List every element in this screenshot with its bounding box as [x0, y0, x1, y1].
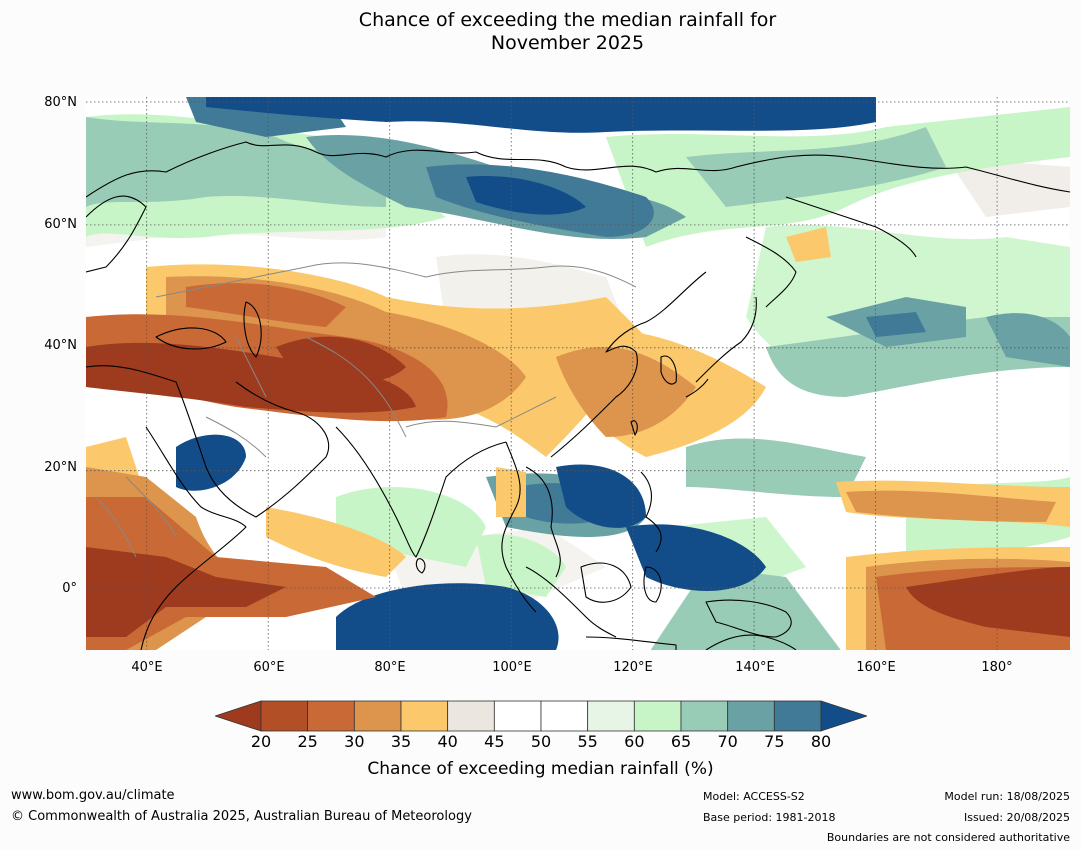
- colorbar-segment: [307, 700, 355, 732]
- colorbar-tick-label: 80: [810, 732, 832, 751]
- colorbar-segment: [540, 700, 589, 732]
- lon-label-60e: 60°E: [253, 660, 285, 675]
- map-gridlines: [86, 97, 1070, 650]
- model-run-text: Model run: 18/08/2025: [944, 790, 1070, 803]
- colorbar-segment: [400, 700, 449, 732]
- website-text: www.bom.gov.au/climate: [11, 788, 175, 803]
- issued-text: Issued: 20/08/2025: [963, 811, 1070, 824]
- lon-label-80e: 80°E: [374, 660, 406, 675]
- chart-title: Chance of exceeding the median rainfall …: [0, 9, 1081, 55]
- colorbar-segment: [680, 700, 729, 732]
- disclaimer-text: Boundaries are not considered authoritat…: [826, 831, 1070, 844]
- colorbar-tick-label: 40: [437, 732, 458, 751]
- lat-label-20n: 20°N: [44, 460, 77, 475]
- rainfall-map: [86, 97, 1070, 650]
- lat-label-60n: 60°N: [44, 217, 77, 232]
- colorbar-tick-label: 70: [717, 732, 738, 751]
- title-line-1: Chance of exceeding the median rainfall …: [358, 9, 777, 31]
- colorbar-tick-label: 30: [344, 732, 365, 751]
- colorbar-tick-label: 55: [577, 732, 598, 751]
- colorbar-tick-label: 45: [484, 732, 505, 751]
- colorbar-tick-label: 25: [297, 732, 318, 751]
- colorbar-arrow-high: [820, 700, 869, 732]
- lon-label-100e: 100°E: [492, 660, 532, 675]
- colorbar-tick-label: 75: [764, 732, 785, 751]
- colorbar-arrow-low: [213, 700, 262, 732]
- lat-label-40n: 40°N: [44, 338, 77, 353]
- colorbar-label: Chance of exceeding median rainfall (%): [367, 759, 714, 779]
- model-text: Model: ACCESS-S2: [703, 790, 805, 803]
- lon-label-140e: 140°E: [735, 660, 775, 675]
- colorbar: [213, 700, 869, 732]
- colorbar-segment: [447, 700, 495, 732]
- colorbar-tick-label: 65: [670, 732, 692, 751]
- copyright-text: © Commonwealth of Australia 2025, Austra…: [11, 809, 472, 824]
- colorbar-tick-label: 50: [530, 732, 552, 751]
- title-line-2: November 2025: [490, 32, 645, 54]
- base-period-text: Base period: 1981-2018: [703, 811, 836, 824]
- colorbar-segment: [587, 700, 635, 732]
- lon-label-120e: 120°E: [613, 660, 653, 675]
- colorbar-segment: [727, 700, 775, 732]
- colorbar-tick-label: 35: [390, 732, 412, 751]
- colorbar-segment: [260, 700, 309, 732]
- lat-label-0: 0°: [62, 581, 77, 596]
- lon-label-40e: 40°E: [131, 660, 163, 675]
- coastlines: [86, 141, 1070, 650]
- colorbar-segment: [773, 700, 822, 732]
- lat-label-80n: 80°N: [44, 95, 77, 110]
- deep-brown-patches: [86, 336, 1070, 637]
- lon-label-180: 180°: [981, 660, 1013, 675]
- lon-label-160e: 160°E: [856, 660, 896, 675]
- country-borders: [95, 262, 637, 558]
- colorbar-tick-label: 20: [250, 732, 272, 751]
- colorbar-tick-label: 60: [624, 732, 645, 751]
- colorbar-segment: [353, 700, 402, 732]
- colorbar-segment: [633, 700, 682, 732]
- colorbar-segment: [493, 700, 542, 732]
